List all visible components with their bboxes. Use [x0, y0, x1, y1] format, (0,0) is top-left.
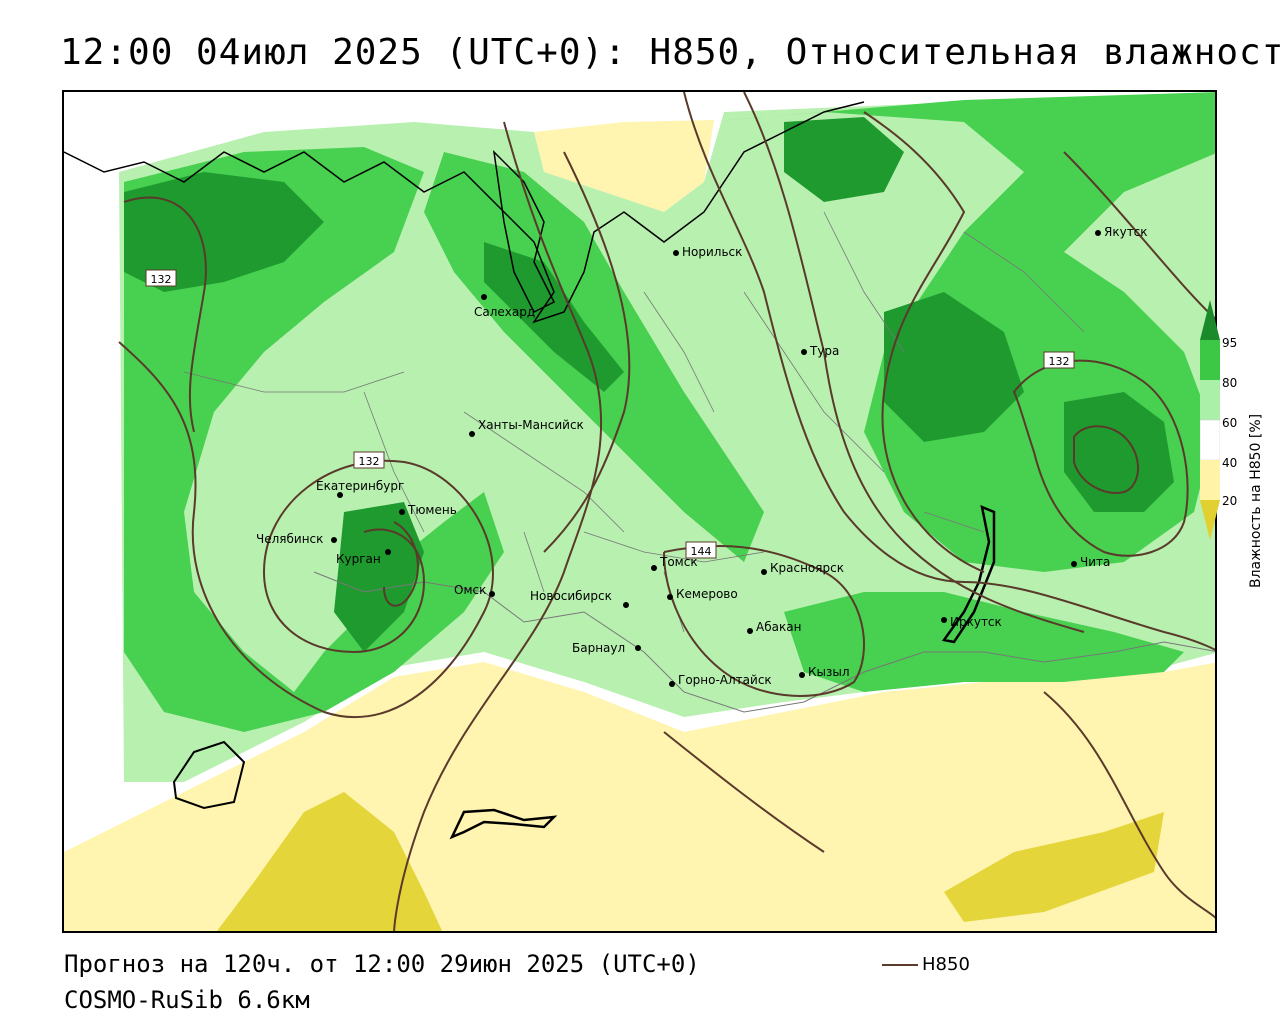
forecast-info: Прогноз на 120ч. от 12:00 29июн 2025 (UT… — [64, 950, 700, 978]
svg-text:Тура: Тура — [809, 344, 839, 358]
colorbar-tick-95: 95 — [1222, 336, 1238, 350]
city-chita: Чита — [1071, 555, 1110, 569]
city-tomsk: Томск — [651, 555, 698, 571]
svg-text:Челябинск: Челябинск — [256, 532, 323, 546]
isoline-label-2: 132 — [1043, 351, 1075, 369]
humidity-colorbar — [1200, 300, 1220, 540]
region-borders — [183, 211, 1085, 633]
city-tura: Тура — [801, 344, 839, 358]
colorbar-band-60-80 — [1200, 380, 1220, 420]
svg-text:132: 132 — [359, 455, 380, 468]
svg-text:Кемерово: Кемерово — [676, 587, 738, 601]
city-ekaterinburg: Екатеринбург — [316, 479, 404, 498]
country-border-south — [313, 571, 1215, 713]
svg-text:Екатеринбург: Екатеринбург — [316, 479, 404, 493]
colorbar-tick-80: 80 — [1222, 376, 1238, 390]
city-krasnoyarsk: Красноярск — [761, 561, 844, 575]
svg-text:Тюмень: Тюмень — [407, 503, 457, 517]
contour-legend-label: H850 — [922, 954, 970, 975]
svg-text:144: 144 — [691, 545, 712, 558]
city-kemerovo: Кемерово — [667, 587, 738, 601]
humidity-map: 132 132 132 144 Норильск Якутск Салехард… — [64, 92, 1215, 931]
colorbar-tip-bottom — [1200, 500, 1220, 540]
svg-text:132: 132 — [1049, 355, 1070, 368]
lake-balkhash — [449, 808, 558, 840]
svg-text:Красноярск: Красноярск — [770, 561, 844, 575]
isoline-label-1: 132 — [353, 451, 385, 469]
colorbar-tick-60: 60 — [1222, 416, 1238, 430]
svg-text:132: 132 — [151, 273, 172, 286]
city-abakan: Абакан — [747, 620, 801, 634]
colorbar-band-20-40 — [1200, 460, 1220, 500]
city-kyzyl: Кызыл — [799, 665, 850, 679]
geopotential-contours — [118, 92, 1215, 931]
city-yakutsk: Якутск — [1095, 225, 1148, 239]
colorbar-band-80-95 — [1200, 340, 1220, 380]
svg-text:Норильск: Норильск — [682, 245, 742, 259]
city-salekhard: Салехард — [474, 294, 535, 319]
colorbar-tick-20: 20 — [1222, 494, 1238, 508]
dry-area-yellow-dark — [217, 792, 443, 931]
city-chelyabinsk: Челябинск — [256, 532, 337, 546]
svg-text:Кызыл: Кызыл — [808, 665, 850, 679]
svg-text:Иркутск: Иркутск — [950, 615, 1002, 629]
humid-area-dark-6 — [784, 117, 904, 202]
humid-area-dark-4 — [1064, 392, 1174, 512]
map-frame: 132 132 132 144 Норильск Якутск Салехард… — [62, 90, 1217, 933]
svg-text:Томск: Томск — [659, 555, 698, 569]
lake-aral — [172, 740, 246, 810]
humid-area-dark-3 — [884, 292, 1024, 442]
city-gorno-altaysk: Горно-Алтайск — [669, 673, 772, 687]
svg-text:Горно-Алтайск: Горно-Алтайск — [678, 673, 772, 687]
svg-text:Якутск: Якутск — [1104, 225, 1148, 239]
city-norilsk: Норильск — [673, 245, 742, 259]
svg-text:Салехард: Салехард — [474, 305, 535, 319]
humid-area-dark-1 — [124, 172, 324, 292]
svg-text:Омск: Омск — [454, 583, 486, 597]
isoline-label-3: 144 — [685, 541, 717, 559]
city-irkutsk: Иркутск — [941, 615, 1002, 629]
svg-text:Новосибирск: Новосибирск — [530, 589, 612, 603]
contour-legend-line — [882, 964, 918, 966]
city-novosibirsk: Новосибирск — [530, 589, 629, 608]
city-omsk: Омск — [454, 583, 495, 597]
city-barnaul: Барнаул — [572, 641, 641, 655]
city-khanty-mansiysk: Ханты-Мансийск — [469, 418, 584, 437]
svg-text:Барнаул: Барнаул — [572, 641, 625, 655]
colorbar-tip-top — [1200, 300, 1220, 340]
map-title: 12:00 04июл 2025 (UTC+0): H850, Относите… — [60, 32, 1280, 73]
humid-area-dark-5 — [334, 502, 424, 652]
city-tyumen: Тюмень — [399, 503, 457, 517]
colorbar-tick-40: 40 — [1222, 456, 1238, 470]
colorbar-title: Влажность на H850 [%] — [1248, 414, 1264, 588]
city-kurgan: Курган — [336, 549, 391, 566]
svg-text:Ханты-Мансийск: Ханты-Мансийск — [478, 418, 584, 432]
svg-text:Абакан: Абакан — [756, 620, 801, 634]
dry-area-yellow-dark-2 — [944, 812, 1164, 922]
lake-baikal — [941, 504, 996, 644]
isoline-label-0: 132 — [145, 269, 177, 287]
yamal-peninsula — [492, 149, 556, 314]
colorbar-band-40-60 — [1200, 419, 1220, 461]
humid-area-green-south — [784, 592, 1184, 692]
svg-text:Чита: Чита — [1080, 555, 1110, 569]
coastline-north — [64, 101, 865, 324]
svg-text:Курган: Курган — [336, 552, 381, 566]
model-info: COSMO-RuSib 6.6км — [64, 986, 310, 1014]
svg-text:Влажность на H850 [%]: Влажность на H850 [%] — [1248, 414, 1264, 588]
